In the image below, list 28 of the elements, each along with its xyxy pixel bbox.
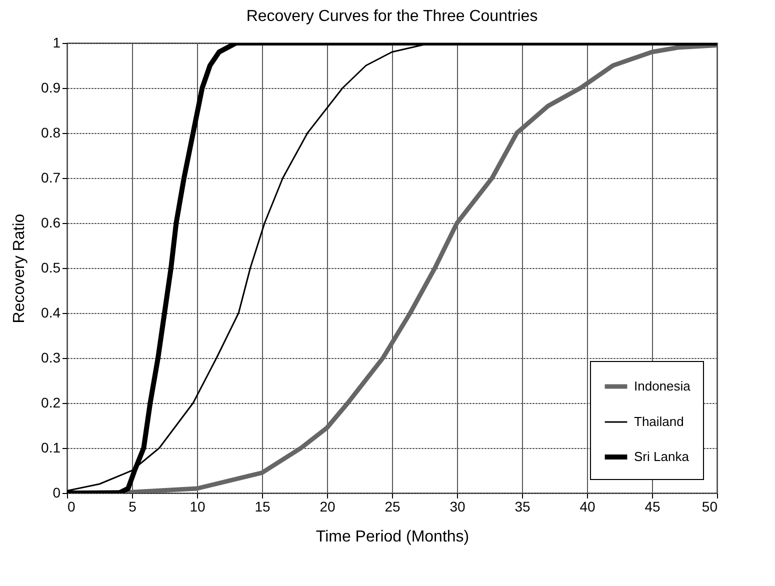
y-tick-label: 0.5 — [41, 260, 61, 276]
y-tick-label: 0.3 — [41, 350, 61, 366]
y-tick-label: 0.4 — [41, 304, 61, 320]
y-tick-label: 0.2 — [41, 394, 61, 410]
legend-label: Indonesia — [634, 378, 692, 394]
x-tick-label: 0 — [68, 498, 76, 514]
x-tick-label: 5 — [128, 498, 137, 514]
x-tick-label: 20 — [320, 498, 336, 514]
y-tick-label: 1 — [52, 34, 61, 50]
y-tick-label: 0.6 — [41, 214, 61, 230]
x-tick-label: 30 — [450, 498, 466, 514]
y-tick-label: 0 — [52, 484, 61, 500]
x-tick-label: 35 — [514, 498, 530, 514]
legend-label: Thailand — [634, 414, 684, 429]
y-axis-title: Recovery Ratio — [11, 214, 28, 324]
x-tick-label: 50 — [702, 498, 718, 514]
y-tick-label: 0.9 — [41, 80, 61, 96]
x-tick-label: 15 — [254, 498, 270, 514]
x-tick-label: 40 — [580, 498, 596, 514]
y-tick-label: 0.7 — [41, 170, 61, 186]
legend-label: Sri Lanka — [634, 449, 690, 464]
chart-title: Recovery Curves for the Three Countries — [246, 8, 538, 25]
y-tick-label: 0.8 — [41, 124, 61, 140]
x-tick-label: 10 — [190, 498, 206, 514]
x-tick-label: 45 — [644, 498, 660, 514]
x-axis-title: Time Period (Months) — [316, 528, 470, 546]
y-tick-label: 0.1 — [41, 440, 61, 456]
x-tick-label: 25 — [384, 498, 400, 514]
